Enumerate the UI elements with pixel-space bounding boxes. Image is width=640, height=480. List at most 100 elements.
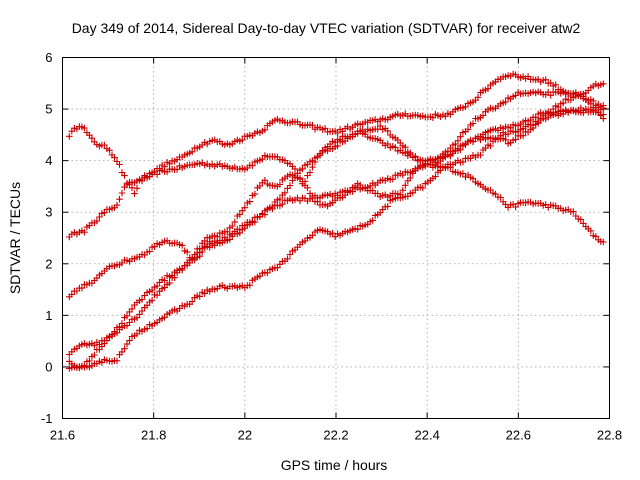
- data-point: [600, 111, 607, 118]
- data-point: [286, 251, 294, 258]
- data-point: [136, 311, 143, 318]
- data-point: [118, 320, 126, 327]
- data-point: [106, 147, 113, 154]
- y-tick-label: 6: [45, 50, 52, 65]
- data-point: [239, 136, 246, 144]
- x-tick-label: 22: [238, 428, 252, 443]
- data-point: [459, 170, 467, 177]
- data-point: [464, 126, 472, 133]
- data-point: [259, 155, 266, 163]
- x-tick-label: 22.6: [506, 428, 531, 443]
- data-point: [487, 142, 494, 150]
- data-point: [309, 121, 316, 129]
- y-tick-label: 4: [45, 153, 52, 168]
- data-point: [66, 133, 73, 140]
- data-point: [93, 217, 101, 225]
- data-point: [286, 182, 294, 189]
- data-point: [304, 184, 311, 192]
- data-point: [542, 76, 549, 83]
- y-tick-label: 5: [45, 102, 52, 117]
- data-point: [384, 203, 391, 210]
- data-point: [289, 177, 296, 184]
- data-point: [183, 248, 191, 256]
- data-point: [261, 177, 269, 184]
- data-point: [577, 216, 585, 223]
- data-point: [118, 189, 126, 197]
- data-point: [402, 182, 409, 189]
- plot-frame: [62, 57, 610, 419]
- y-tick-labels: -1 0 1 2 3 4 5 6: [41, 50, 53, 426]
- data-point: [103, 337, 111, 344]
- data-point: [251, 218, 259, 226]
- data-point: [547, 92, 554, 99]
- data-point: [173, 166, 181, 173]
- data-point: [153, 282, 161, 290]
- data-point: [384, 140, 391, 148]
- series-satellite-5: [66, 88, 607, 372]
- data-point: [389, 175, 397, 183]
- data-point: [309, 194, 316, 202]
- data-point: [279, 200, 286, 208]
- data-point: [274, 264, 281, 271]
- data-point: [236, 211, 244, 218]
- data-point: [111, 328, 118, 335]
- x-tick-labels: 21.6 21.8 22 22.2 22.4 22.6 22.8: [50, 428, 622, 443]
- data-point: [88, 134, 96, 142]
- data-point: [457, 133, 464, 140]
- data-point: [321, 125, 329, 132]
- data-point: [161, 163, 168, 170]
- data-point: [68, 291, 76, 298]
- data-point: [269, 203, 276, 211]
- y-tick-label: 3: [45, 205, 52, 220]
- data-point: [196, 293, 203, 300]
- data-point: [229, 222, 236, 230]
- data-point: [249, 162, 256, 169]
- data-point: [592, 233, 600, 240]
- data-point: [474, 94, 482, 101]
- data-point: [116, 161, 123, 168]
- data-point: [334, 142, 341, 150]
- data-point: [306, 169, 314, 176]
- data-point: [246, 198, 254, 205]
- data-point: [261, 211, 269, 218]
- series-satellite-6: [66, 104, 607, 372]
- data-point: [91, 351, 98, 359]
- data-point: [484, 85, 492, 92]
- data-point: [276, 195, 284, 203]
- data-point: [201, 290, 208, 297]
- y-tick-label: 1: [45, 308, 52, 323]
- data-point: [600, 238, 607, 246]
- data-point: [241, 204, 249, 211]
- data-point: [131, 190, 138, 197]
- x-axis-label: GPS time / hours: [281, 457, 388, 473]
- data-point: [284, 255, 291, 263]
- x-tick-label: 21.6: [50, 428, 75, 443]
- data-point: [497, 194, 504, 201]
- data-point: [419, 184, 427, 192]
- data-point: [459, 158, 467, 166]
- data-point: [128, 305, 136, 313]
- data-point: [407, 149, 414, 157]
- data-point: [354, 226, 361, 233]
- data-point: [78, 284, 86, 292]
- data-point: [301, 178, 309, 185]
- data-point: [469, 175, 477, 182]
- data-point: [512, 203, 519, 211]
- data-point: [529, 121, 537, 129]
- data-series: [66, 70, 607, 372]
- data-point: [113, 357, 121, 365]
- data-point: [123, 312, 131, 320]
- data-point: [156, 165, 163, 172]
- data-point: [402, 143, 409, 151]
- data-point: [392, 144, 399, 151]
- data-point: [291, 165, 299, 173]
- data-point: [437, 167, 444, 174]
- data-point: [196, 249, 203, 256]
- data-point: [188, 148, 196, 156]
- y-tick-label: 2: [45, 256, 52, 271]
- data-point: [399, 186, 407, 194]
- data-point: [123, 340, 131, 348]
- data-point: [81, 124, 88, 132]
- data-point: [329, 229, 336, 237]
